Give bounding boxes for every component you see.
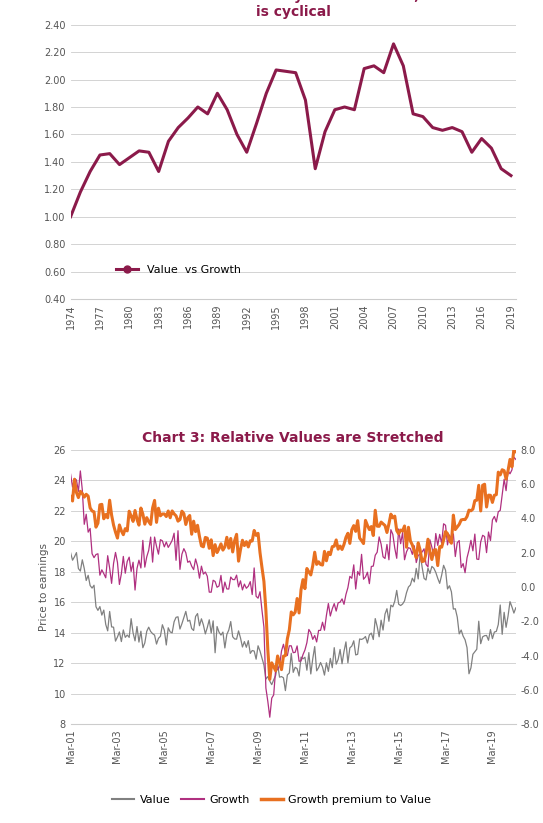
- Title: Chart 2: No one style is dominant, it
is cyclical: Chart 2: No one style is dominant, it is…: [151, 0, 435, 20]
- Title: Chart 3: Relative Values are Stretched: Chart 3: Relative Values are Stretched: [142, 430, 444, 444]
- Y-axis label: Price to earnings: Price to earnings: [39, 543, 49, 631]
- Legend: Value, Growth, Growth premium to Value: Value, Growth, Growth premium to Value: [107, 790, 436, 809]
- Legend: Value  vs Growth: Value vs Growth: [112, 261, 246, 280]
